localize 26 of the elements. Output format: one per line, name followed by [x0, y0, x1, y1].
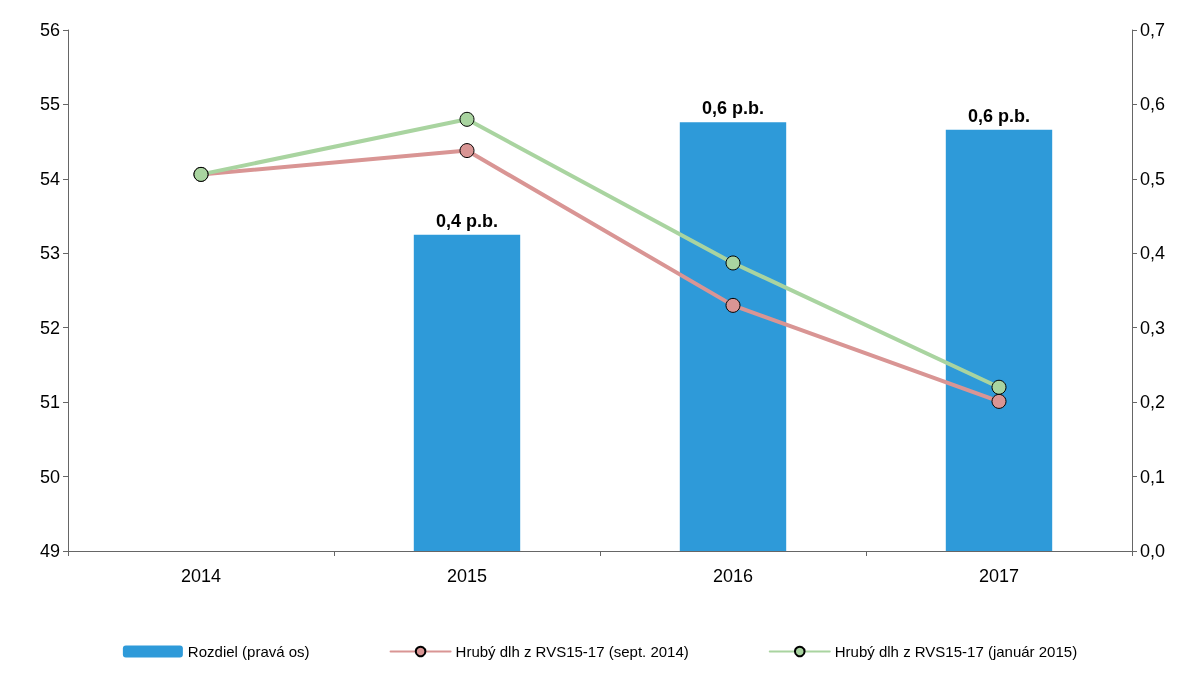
legend-label: Hrubý dlh z RVS15-17 (sept. 2014)	[455, 643, 689, 660]
y2-tick-label: 0,2	[1140, 392, 1166, 413]
y2-tick-label: 0,6	[1140, 94, 1166, 115]
y-tick-label: 54	[39, 168, 60, 189]
y-tick-label: 50	[39, 466, 60, 487]
y2-tick-label: 0,3	[1140, 317, 1166, 338]
y-tick-label: 56	[39, 20, 60, 40]
legend-label: Rozdiel (pravá os)	[187, 643, 310, 660]
y-tick-label: 49	[39, 541, 60, 561]
y-tick-label: 53	[39, 243, 60, 264]
y2-tick-label: 0,5	[1140, 168, 1166, 189]
y2-tick-label: 0,0	[1140, 541, 1166, 561]
y2-tick-label: 0,7	[1140, 20, 1166, 40]
data-label: 0,4 p.b.	[435, 210, 499, 231]
x-tick-label: 2016	[712, 566, 754, 586]
legend-label: Hrubý dlh z RVS15-17 (január 2015)	[834, 643, 1078, 660]
y2-tick-label: 0,4	[1140, 243, 1166, 264]
x-tick-label: 2015	[446, 566, 488, 586]
y-tick-label: 51	[39, 392, 60, 413]
data-label: 0,6 p.b.	[967, 105, 1031, 126]
y-tick-label: 52	[39, 317, 60, 338]
x-tick-label: 2017	[978, 566, 1020, 586]
data-label: 0,6 p.b.	[701, 98, 765, 119]
y2-tick-label: 0,1	[1140, 466, 1166, 487]
x-tick-label: 2014	[180, 566, 222, 586]
y-tick-label: 55	[39, 94, 60, 115]
